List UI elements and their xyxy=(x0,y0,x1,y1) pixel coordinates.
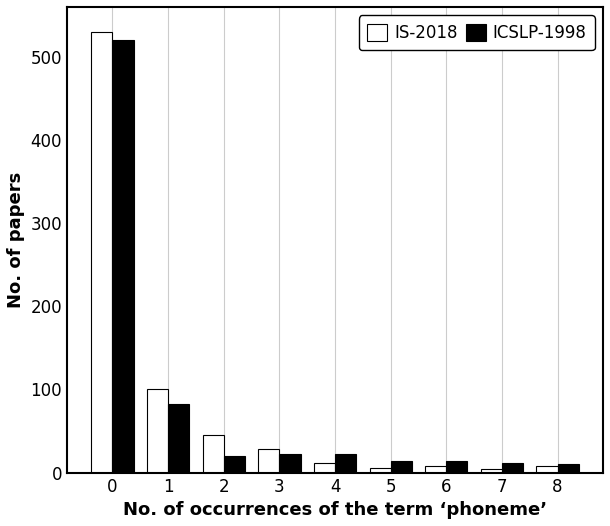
Bar xyxy=(258,449,279,473)
Y-axis label: No. of papers: No. of papers xyxy=(7,171,25,308)
Bar xyxy=(203,435,224,473)
Legend: IS-2018, ICSLP-1998: IS-2018, ICSLP-1998 xyxy=(359,15,595,50)
Bar xyxy=(92,32,112,473)
Bar xyxy=(112,40,134,473)
Bar xyxy=(314,463,335,473)
Bar xyxy=(425,466,447,473)
Bar xyxy=(335,454,356,473)
Bar xyxy=(536,466,558,473)
Bar xyxy=(390,461,412,473)
Bar xyxy=(147,389,168,473)
Bar xyxy=(224,456,245,473)
Bar xyxy=(502,463,523,473)
Bar xyxy=(558,464,579,473)
Bar xyxy=(279,454,301,473)
X-axis label: No. of occurrences of the term ‘phoneme’: No. of occurrences of the term ‘phoneme’ xyxy=(123,501,547,519)
Bar xyxy=(370,468,390,473)
Bar xyxy=(168,404,189,473)
Bar xyxy=(481,469,502,473)
Bar xyxy=(447,461,467,473)
